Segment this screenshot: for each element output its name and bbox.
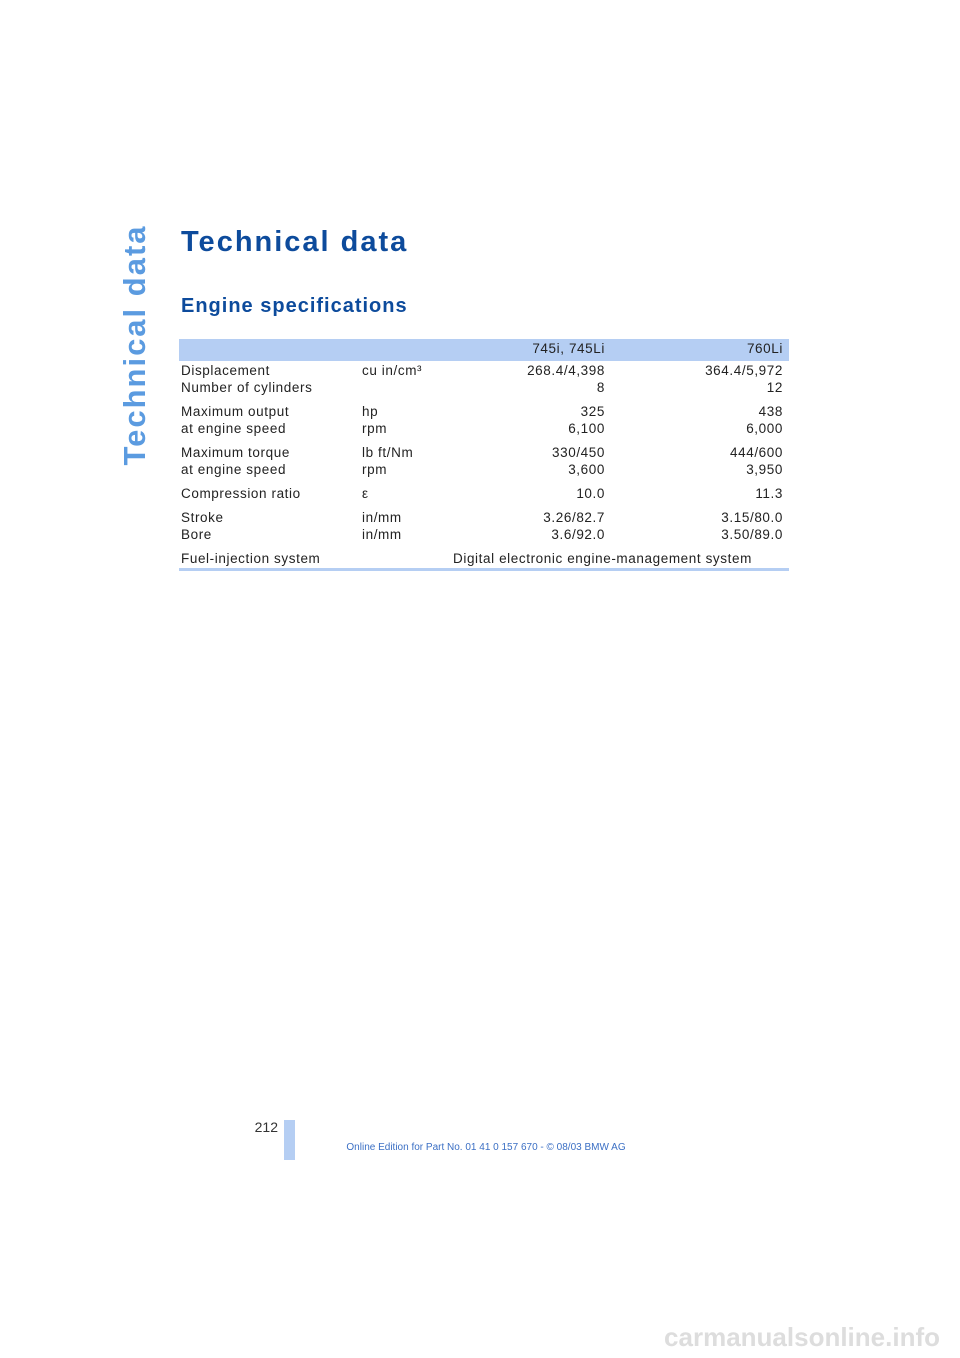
row-label: Number of cylinders bbox=[181, 380, 313, 395]
row-value: 3,600 bbox=[568, 462, 605, 477]
section-heading: Engine specifications bbox=[181, 295, 408, 317]
row-value: 364.4/5,972 bbox=[705, 363, 783, 378]
row-value: 10.0 bbox=[576, 486, 605, 501]
row-value: 11.3 bbox=[755, 486, 783, 501]
row-label: Compression ratio bbox=[181, 486, 301, 501]
row-value: 3.6/92.0 bbox=[551, 527, 605, 542]
row-value: 444/600 bbox=[730, 445, 783, 460]
row-label: at engine speed bbox=[181, 421, 287, 436]
row-value: 12 bbox=[766, 380, 783, 395]
row-label: Fuel-injection system bbox=[181, 551, 321, 566]
row-unit: cu in/cm³ bbox=[362, 363, 423, 378]
row-label: Stroke bbox=[181, 510, 224, 525]
row-value: 8 bbox=[596, 380, 605, 395]
row-label: Bore bbox=[181, 527, 212, 542]
row-value: 3.26/82.7 bbox=[543, 510, 605, 525]
table-rule bbox=[179, 568, 789, 571]
row-value: 330/450 bbox=[552, 445, 605, 460]
row-value: 438 bbox=[758, 404, 783, 419]
row-value: 3,950 bbox=[746, 462, 783, 477]
table-header bbox=[179, 339, 789, 361]
row-label: Maximum torque bbox=[181, 445, 290, 460]
page-bar bbox=[284, 1120, 295, 1160]
row-label: at engine speed bbox=[181, 462, 287, 477]
row-value: 3.50/89.0 bbox=[721, 527, 783, 542]
row-value: 6,100 bbox=[568, 421, 605, 436]
row-unit: hp bbox=[362, 404, 379, 419]
row-label: Maximum output bbox=[181, 404, 290, 419]
row-unit: ε bbox=[362, 486, 369, 501]
row-unit: in/mm bbox=[362, 510, 402, 525]
column-header: 760Li bbox=[746, 341, 783, 356]
title: Technical data bbox=[181, 226, 409, 258]
row-value: Digital electronic engine-management sys… bbox=[453, 551, 752, 566]
row-value: 268.4/4,398 bbox=[527, 363, 605, 378]
row-unit: in/mm bbox=[362, 527, 402, 542]
row-value: 325 bbox=[580, 404, 605, 419]
column-header: 745i, 745Li bbox=[532, 341, 605, 356]
side-tab: Technical data bbox=[117, 224, 152, 466]
edition-note: Online Edition for Part No. 01 41 0 157 … bbox=[346, 1142, 626, 1153]
row-label: Displacement bbox=[181, 363, 270, 378]
row-value: 6,000 bbox=[746, 421, 783, 436]
watermark: carmanualsonline.info bbox=[664, 1322, 940, 1352]
page-number: 212 bbox=[254, 1119, 278, 1135]
row-unit: rpm bbox=[362, 421, 388, 436]
row-value: 3.15/80.0 bbox=[721, 510, 783, 525]
row-unit: lb ft/Nm bbox=[362, 445, 414, 460]
row-unit: rpm bbox=[362, 462, 388, 477]
